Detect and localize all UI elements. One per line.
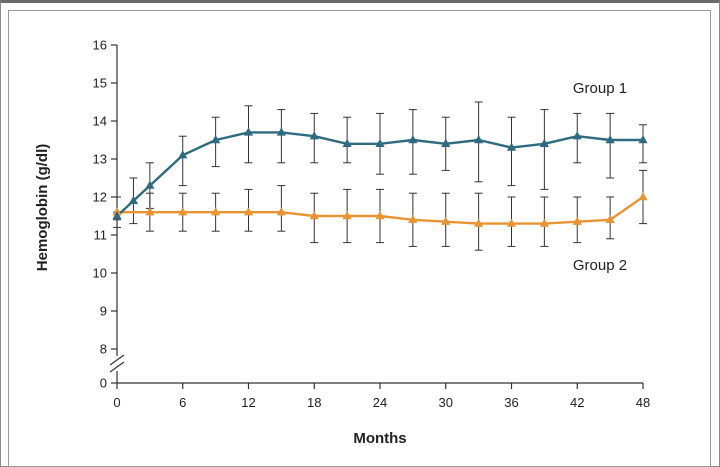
- data-point: [178, 207, 188, 216]
- data-point: [605, 214, 615, 223]
- data-point: [375, 211, 385, 220]
- data-point: [375, 138, 385, 147]
- data-point: [309, 211, 319, 220]
- data-point: [638, 135, 648, 144]
- data-point: [276, 127, 286, 136]
- data-point: [506, 218, 517, 227]
- data-point: [474, 135, 484, 144]
- x-tick-label: 12: [241, 395, 255, 410]
- chart-labels: Months Hemoglobin (g/dl) Group 1 Group 2: [34, 80, 627, 447]
- axis-break-mark: [109, 354, 125, 366]
- data-point: [441, 138, 451, 147]
- data-point: [572, 216, 582, 225]
- data-point: [243, 207, 254, 216]
- data-point: [408, 135, 418, 144]
- data-point: [605, 135, 615, 144]
- y-tick-label: 13: [93, 152, 107, 167]
- group-1-label: Group 1: [573, 80, 627, 97]
- x-tick-label: 48: [636, 395, 650, 410]
- y-axis-title: Hemoglobin (g/dl): [34, 144, 51, 271]
- data-point: [276, 207, 286, 216]
- data-point: [309, 131, 319, 140]
- series-line-1: [116, 131, 643, 217]
- data-point: [572, 131, 582, 140]
- y-tick-label: 15: [93, 76, 107, 91]
- data-point: [243, 127, 254, 136]
- data-point: [128, 195, 139, 204]
- y-tick-label: 14: [93, 114, 107, 129]
- data-point: [408, 214, 418, 223]
- x-tick-label: 18: [307, 395, 321, 410]
- y-tick-label: 11: [94, 228, 108, 243]
- data-point: [539, 138, 549, 147]
- y-tick-label: 12: [93, 190, 107, 205]
- data-point: [474, 218, 484, 227]
- x-tick-label: 24: [373, 395, 387, 410]
- group-2-label: Group 2: [573, 257, 627, 274]
- data-point: [342, 211, 352, 220]
- y-tick-label: 9: [100, 304, 107, 319]
- data-point: [178, 150, 188, 159]
- x-tick-label: 0: [113, 395, 120, 410]
- y-tick-label: 10: [93, 266, 107, 281]
- y-tick-label: 8: [100, 342, 107, 357]
- x-tick-label: 30: [439, 395, 453, 410]
- data-point: [638, 192, 648, 201]
- data-point: [145, 180, 155, 189]
- x-tick-label: 36: [504, 395, 518, 410]
- data-point: [441, 216, 451, 225]
- data-point: [211, 207, 221, 216]
- x-tick-label: 42: [570, 395, 584, 410]
- data-point: [211, 135, 221, 144]
- y-tick-label: 0: [100, 376, 107, 391]
- data-point: [112, 211, 122, 220]
- data-point: [506, 142, 517, 151]
- x-tick-label: 6: [179, 395, 186, 410]
- x-axis-title: Months: [353, 430, 406, 447]
- error-bars: [113, 101, 647, 251]
- axes: 0 8 9 10 11 12 13 14 15 16 0 6 12 18 24 30 36 42 48: [93, 38, 651, 411]
- series-markers: [112, 127, 648, 227]
- data-point: [342, 138, 352, 147]
- data-point: [539, 218, 549, 227]
- y-tick-label: 16: [93, 38, 107, 53]
- data-point: [145, 207, 155, 216]
- axis-break-mark: [109, 361, 125, 373]
